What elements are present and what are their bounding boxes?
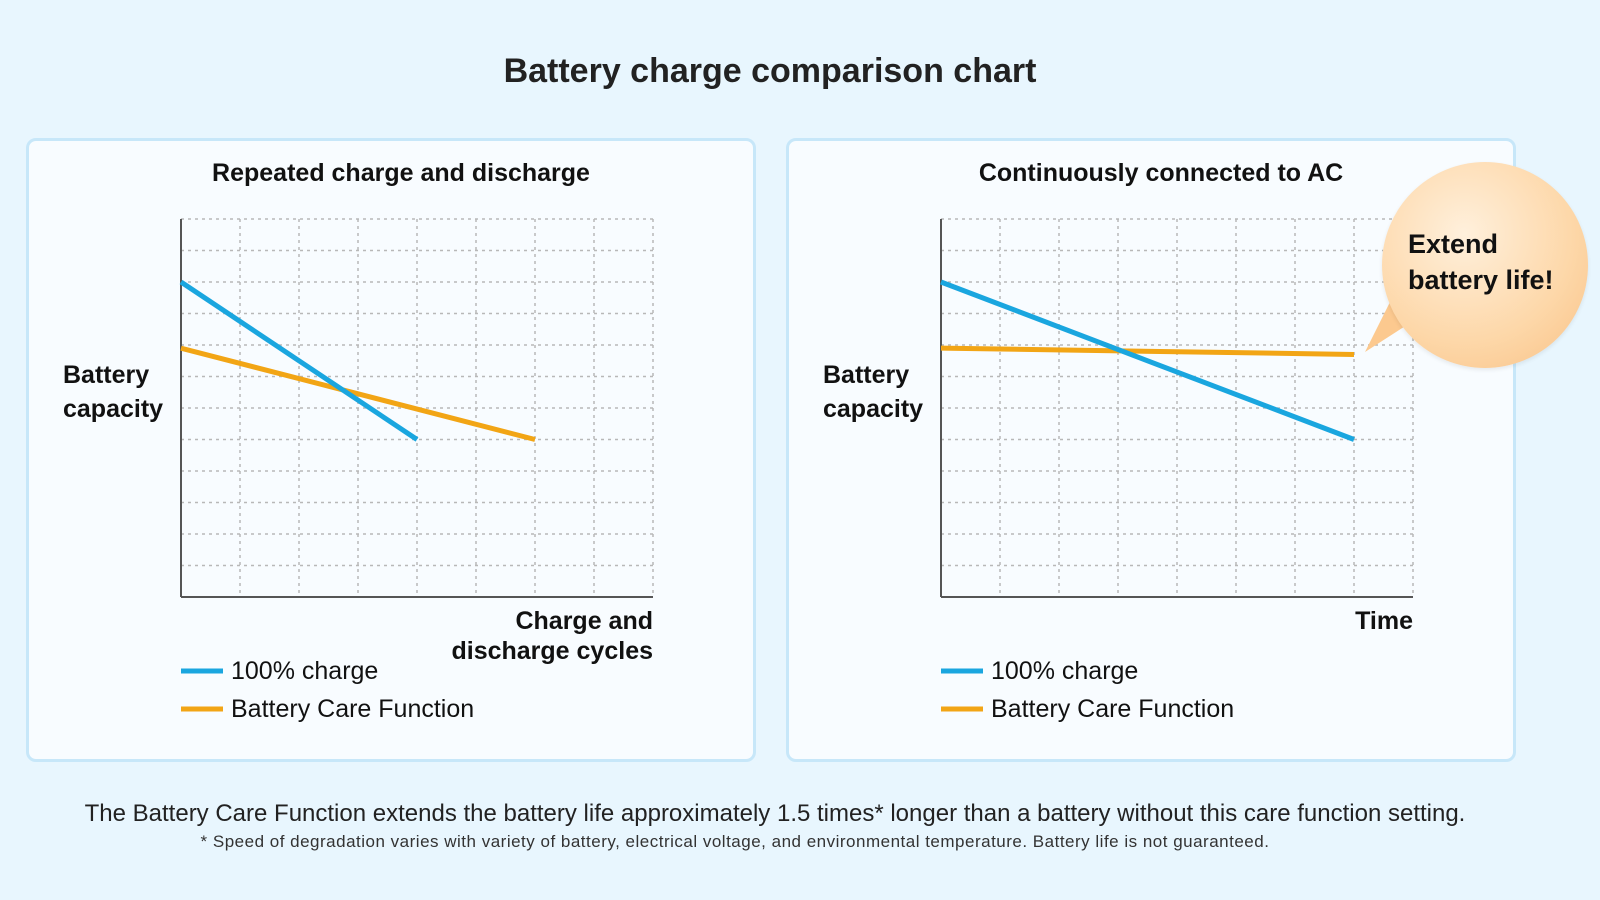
legend-label: Battery Care Function: [231, 695, 474, 723]
callout-bubble: [1382, 162, 1588, 368]
x-axis-label: Time: [1355, 607, 1413, 635]
legend-label: 100% charge: [991, 657, 1138, 685]
chart-ac-connected: Continuously connected to AC Battery capac…: [823, 159, 1414, 723]
y-axis-label: capacity: [823, 395, 923, 423]
callout-line-1: Extend: [1408, 229, 1499, 259]
chart-panel-repeated-charge: Repeated charge and discharge Battery capa…: [26, 138, 756, 762]
y-axis-label: capacity: [63, 395, 163, 423]
footer-description: The Battery Care Function extends the ba…: [84, 800, 1466, 827]
callout-text: Extend battery life!: [1408, 226, 1578, 298]
series-line: [180, 345, 536, 442]
series-line: [940, 279, 1355, 442]
legend-label: Battery Care Function: [991, 695, 1234, 723]
footer-disclaimer: * Speed of degradation varies with varie…: [200, 832, 1270, 851]
y-axis-label: Battery: [63, 361, 149, 389]
series-line: [179, 279, 419, 442]
chart-title: Repeated charge and discharge: [212, 159, 590, 187]
y-axis-label: Battery: [823, 361, 909, 389]
legend-label: 100% charge: [231, 657, 378, 685]
callout-line-2: battery life!: [1408, 265, 1554, 295]
x-axis-label: discharge cycles: [451, 637, 653, 665]
page-title: Battery charge comparison chart: [503, 52, 1037, 90]
series-line: [940, 345, 1355, 357]
chart-repeated-charge: Repeated charge and discharge Battery capa…: [63, 159, 654, 723]
x-axis-label: Charge and: [515, 607, 653, 635]
chart-title: Continuously connected to AC: [979, 159, 1343, 187]
